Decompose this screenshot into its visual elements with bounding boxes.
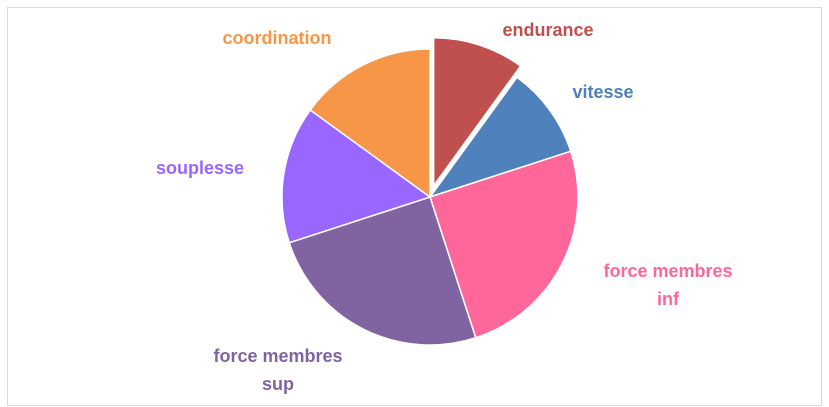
pie-slice [281,108,432,244]
slice-label: force membres sup [213,346,343,394]
slice-label: force membres inf [603,261,733,309]
pie-slice [429,150,579,339]
slice-label: endurance [502,20,594,40]
slice-label: souplesse [155,158,245,178]
pie-slice [288,196,477,346]
slice-label: coordination [222,28,332,48]
pie-slice [432,36,522,189]
slice-label: vitesse [572,82,634,102]
pie-slice [309,48,431,199]
pie-slice [428,76,572,199]
